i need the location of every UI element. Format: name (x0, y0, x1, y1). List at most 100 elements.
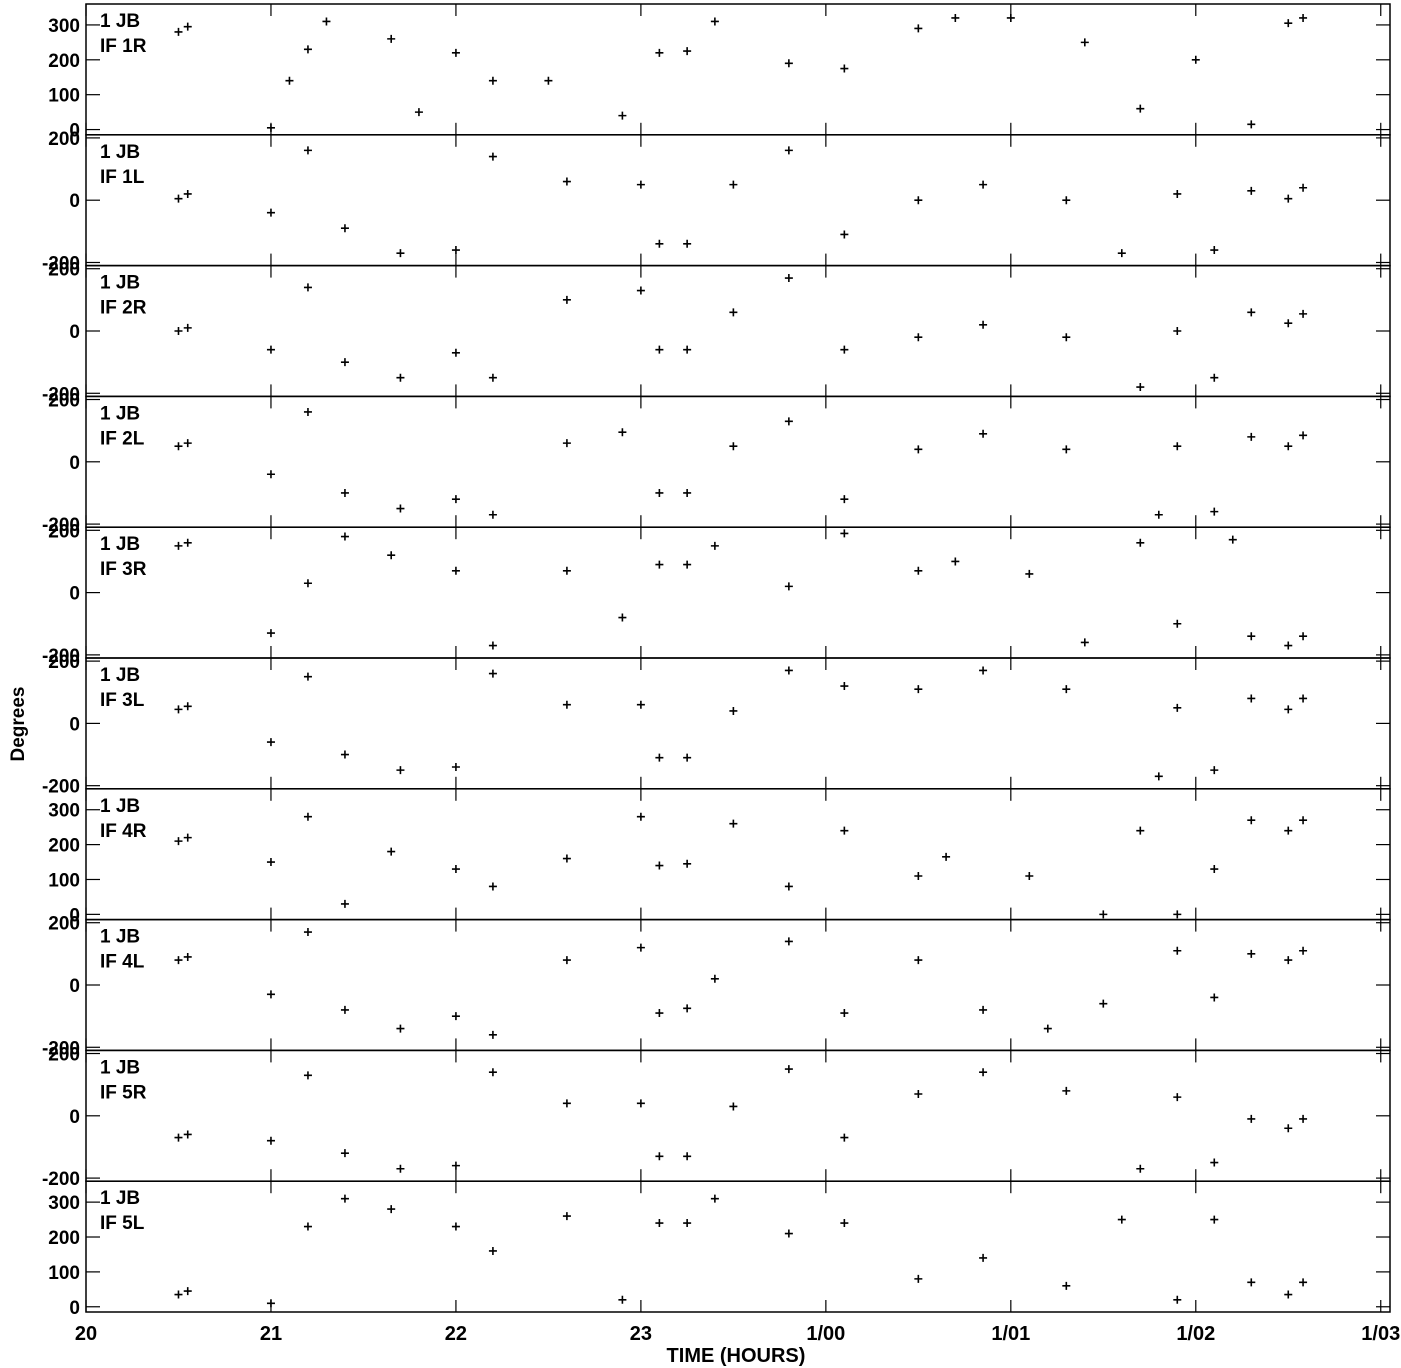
y-tick-label: 200 (48, 391, 80, 412)
data-point (1154, 772, 1163, 781)
data-point (340, 1149, 349, 1158)
data-point (340, 1194, 349, 1203)
data-point (979, 1068, 988, 1077)
data-point (1136, 383, 1145, 392)
data-point (1247, 432, 1256, 441)
data-point (266, 990, 275, 999)
data-point (840, 64, 849, 73)
data-point (396, 373, 405, 382)
data-point (840, 230, 849, 239)
data-point (488, 373, 497, 382)
data-point (303, 1222, 312, 1231)
data-point (979, 180, 988, 189)
data-point (1099, 910, 1108, 919)
data-point (683, 47, 692, 56)
data-point (914, 685, 923, 694)
data-point (683, 753, 692, 762)
data-point (1299, 1278, 1308, 1287)
data-point (340, 488, 349, 497)
y-tick-label: 0 (69, 976, 80, 997)
panel-label-line1: 1 JB (100, 403, 140, 424)
data-point (174, 837, 183, 846)
data-point (1080, 38, 1089, 47)
data-point (1210, 1158, 1219, 1167)
panel-label-line2: IF 4R (100, 821, 147, 842)
data-point (683, 859, 692, 868)
data-point (655, 753, 664, 762)
data-point (340, 358, 349, 367)
data-point (266, 858, 275, 867)
y-tick-label: -200 (42, 515, 80, 536)
data-point (340, 750, 349, 759)
data-point (1136, 538, 1145, 547)
y-tick-label: 0 (69, 322, 80, 343)
data-point (285, 76, 294, 85)
data-point (710, 1194, 719, 1203)
y-tick-label: 0 (69, 714, 80, 735)
data-point (655, 560, 664, 569)
data-point (340, 1005, 349, 1014)
data-point (396, 249, 405, 258)
panel-label-line1: 1 JB (100, 534, 140, 555)
data-point (266, 629, 275, 638)
data-point (174, 442, 183, 451)
y-tick-label: 0 (69, 584, 80, 605)
data-point (174, 1133, 183, 1142)
data-point (636, 943, 645, 952)
data-point (951, 557, 960, 566)
data-point (1173, 189, 1182, 198)
data-point (655, 1152, 664, 1161)
data-point (784, 59, 793, 68)
panel-1: 300 200 100 0 1 JB IF 1R (48, 3, 1391, 142)
data-point (1284, 826, 1293, 835)
data-point (914, 333, 923, 342)
panel-5: 200 0 -200 1 JB IF 3R (42, 521, 1391, 667)
panel-frame (85, 3, 1391, 136)
data-point (562, 700, 571, 709)
data-point (1191, 55, 1200, 64)
data-point (183, 439, 192, 448)
data-point (174, 705, 183, 714)
data-point (340, 899, 349, 908)
data-point (562, 854, 571, 863)
panel-label-line1: 1 JB (100, 142, 140, 163)
data-point (488, 1068, 497, 1077)
panel-frame (85, 657, 1391, 790)
data-point (979, 1005, 988, 1014)
data-point (840, 826, 849, 835)
data-point (322, 17, 331, 26)
data-point (1210, 246, 1219, 255)
data-point (396, 1024, 405, 1033)
y-tick-label: 300 (48, 16, 80, 37)
data-point (1284, 641, 1293, 650)
data-point (562, 956, 571, 965)
y-tick-label: 100 (48, 86, 80, 107)
data-point (1210, 993, 1219, 1002)
data-point (1136, 1164, 1145, 1173)
data-point (451, 1012, 460, 1021)
x-tick-label: 1/03 (1361, 1323, 1400, 1345)
data-point (840, 345, 849, 354)
data-point (979, 320, 988, 329)
data-point (729, 706, 738, 715)
data-point (1173, 1295, 1182, 1304)
y-axis-label: Degrees (8, 687, 29, 762)
y-tick-label: -200 (42, 1038, 80, 1059)
data-point (914, 956, 923, 965)
data-point (183, 833, 192, 842)
x-tick-label: 1/01 (991, 1323, 1030, 1345)
panel-frame (85, 134, 1391, 267)
data-point (1299, 13, 1308, 22)
data-point (1284, 194, 1293, 203)
data-point (451, 1222, 460, 1231)
data-point (266, 738, 275, 747)
data-point (1247, 308, 1256, 317)
data-point (1062, 1281, 1071, 1290)
data-point (340, 532, 349, 541)
data-point (683, 1004, 692, 1013)
y-tick-label: -200 (42, 1169, 80, 1190)
data-point (544, 76, 553, 85)
data-point (655, 488, 664, 497)
data-point (562, 295, 571, 304)
data-point (387, 551, 396, 560)
